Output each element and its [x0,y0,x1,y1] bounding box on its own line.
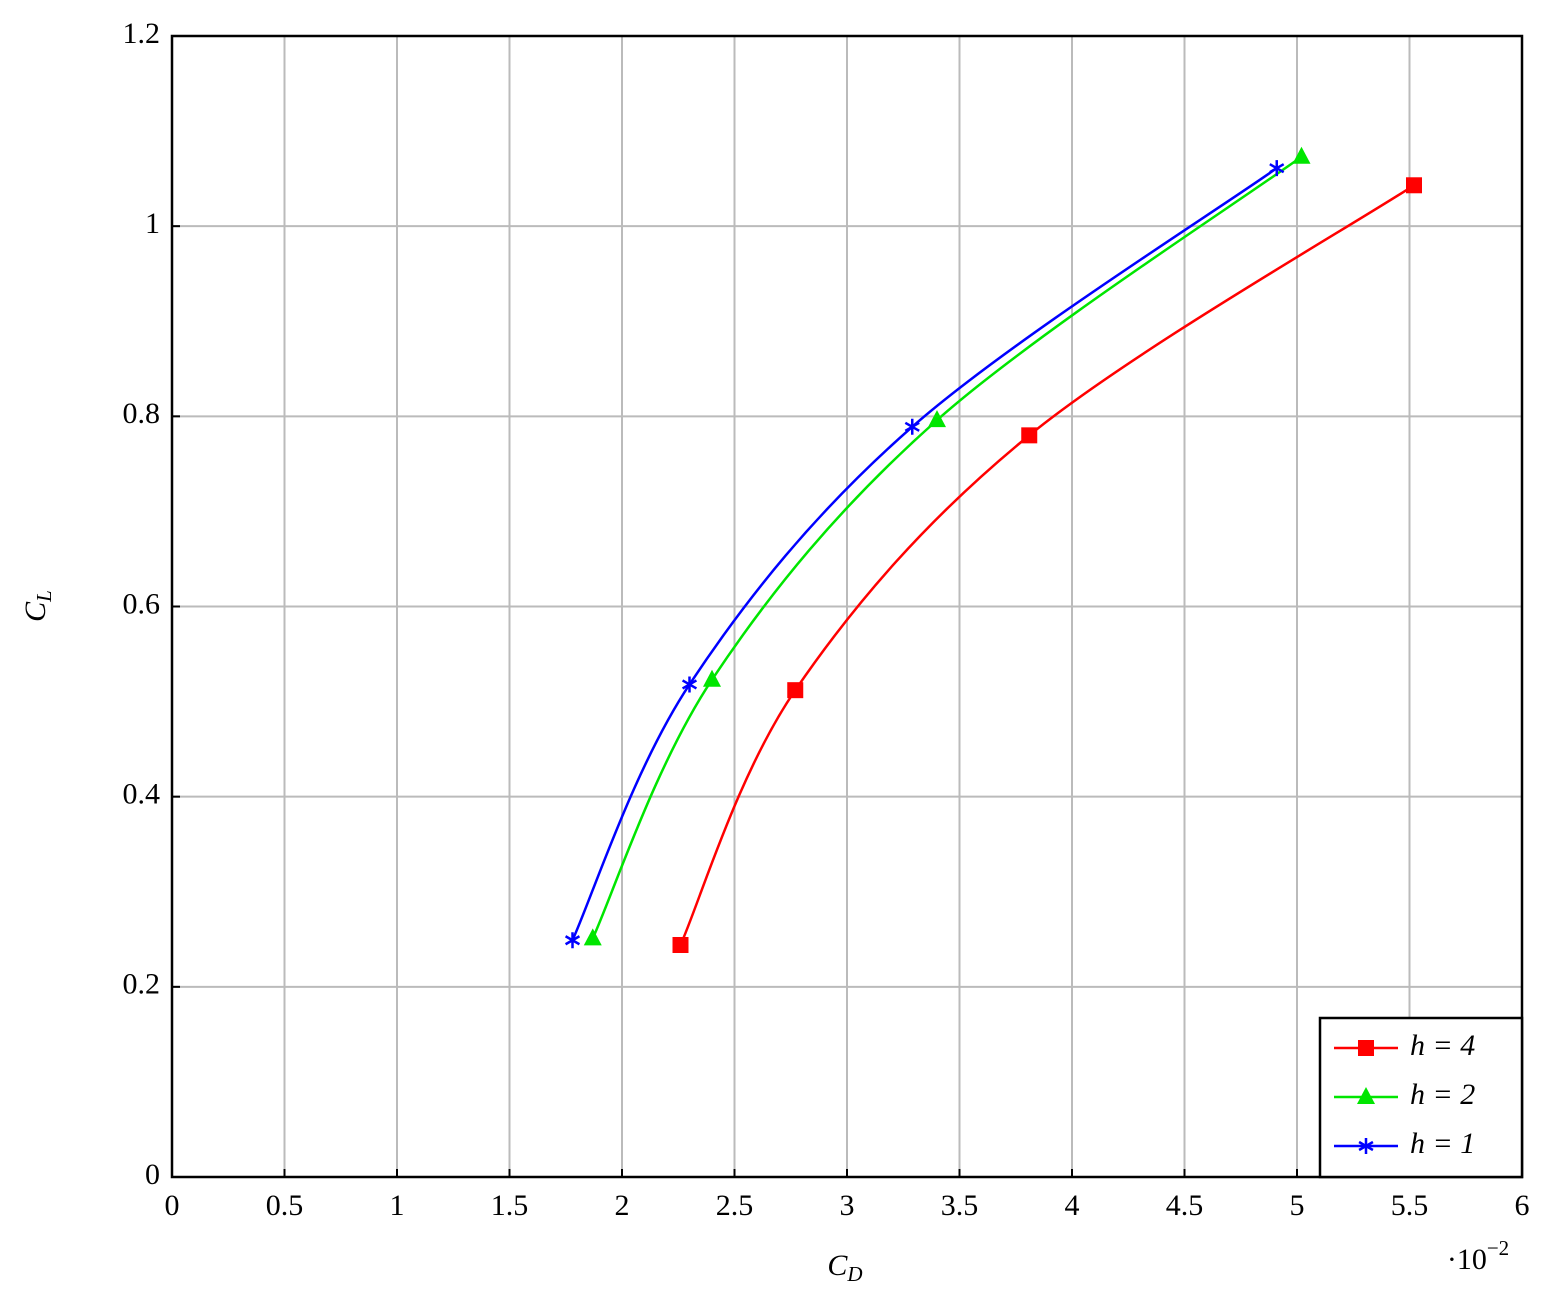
marker [1358,1040,1374,1056]
marker [672,936,689,953]
x-axis-label: CD [827,1249,862,1286]
marker [1406,177,1422,194]
y-tick-label: 0.4 [123,778,161,811]
marker [681,676,698,693]
legend: h = 4 h = 2 h = 1 [1318,1016,1524,1179]
x-tick-label: 5.5 [1391,1189,1429,1222]
legend-label: h = 4 [1410,1029,1475,1062]
x-tick-label: 0.5 [266,1189,304,1222]
plot-frame [170,34,1524,1179]
x-tick-label: 3 [840,1189,855,1222]
marker [1021,427,1038,444]
marker [904,418,920,435]
series-line [679,184,1415,946]
x-tick-label: 3.5 [941,1189,979,1222]
y-tick-label: 1 [145,207,160,240]
marker [1292,146,1311,164]
marker [1357,1087,1375,1104]
x-tick-label: 4 [1065,1189,1080,1222]
y-axis-label-main: C [19,601,52,622]
marker [787,682,804,699]
x-tick-label: 5 [1290,1189,1305,1222]
x-multiplier: ·10−2 [1447,1236,1509,1276]
y-tick-label: 0.8 [123,397,161,430]
marker [583,928,602,946]
legend-label: h = 2 [1410,1078,1475,1111]
x-tick-label: 6 [1515,1189,1530,1222]
x-tick-label: 1 [390,1189,405,1222]
x-tick-label: 4.5 [1166,1189,1204,1222]
legend-label: h = 1 [1410,1127,1475,1160]
series-line [591,155,1303,939]
plot [564,146,1422,953]
y-tick-label: 1.2 [123,17,161,50]
x-axis-label-main: C [827,1249,848,1282]
marker [1358,1138,1374,1154]
y-axis-label-sub: L [32,590,56,603]
x-tick-label: 1.5 [491,1189,529,1222]
y-tick-label: 0.2 [123,968,161,1001]
marker [928,410,946,428]
grid [171,35,1523,1178]
marker [564,932,581,949]
x-multiplier-exponent: −2 [1487,1236,1509,1260]
x-tick-label: 0 [165,1189,180,1222]
marker [1269,160,1285,177]
y-tick-label: 0 [145,1158,160,1191]
y-tick-label: 0.6 [123,587,161,620]
x-multiplier-base: ·10 [1447,1243,1487,1276]
x-tick-label: 2.5 [716,1189,754,1222]
marker [703,669,721,687]
y-axis-label: CL [19,590,56,622]
x-tick-label: 2 [615,1189,630,1222]
series-line [571,167,1278,941]
x-axis-label-sub: D [846,1262,862,1286]
